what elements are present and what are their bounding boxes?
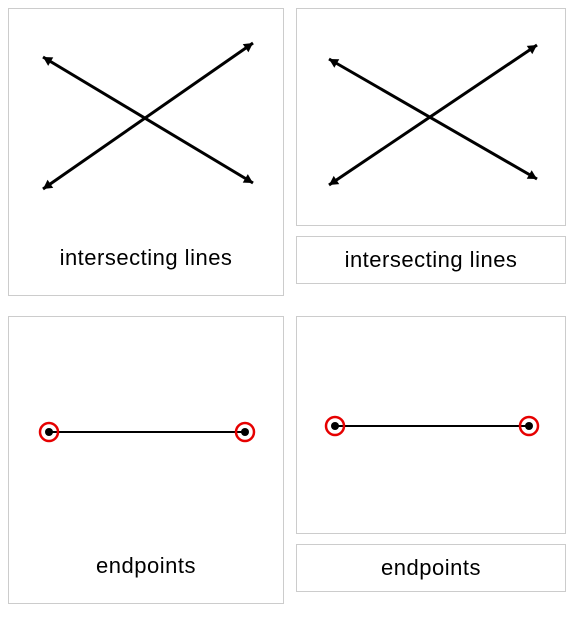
endpoints-figure: [9, 317, 283, 547]
card-label: endpoints: [9, 547, 283, 595]
card-endpoints_large: endpoints: [8, 316, 284, 604]
intersecting-lines-figure: [9, 9, 283, 239]
card-endpoints_small: [296, 316, 566, 534]
label-box-endpoints_small: endpoints: [296, 544, 566, 592]
card-intersecting_small: [296, 8, 566, 226]
intersecting-lines-figure: [297, 9, 565, 227]
card-label: intersecting lines: [9, 239, 283, 287]
card-label: endpoints: [381, 555, 481, 581]
endpoints-figure: [297, 317, 565, 535]
card-intersecting_large: intersecting lines: [8, 8, 284, 296]
label-box-intersecting_small: intersecting lines: [296, 236, 566, 284]
card-label: intersecting lines: [345, 247, 518, 273]
page-root: intersecting lines intersecting lines endp…: [0, 0, 580, 635]
